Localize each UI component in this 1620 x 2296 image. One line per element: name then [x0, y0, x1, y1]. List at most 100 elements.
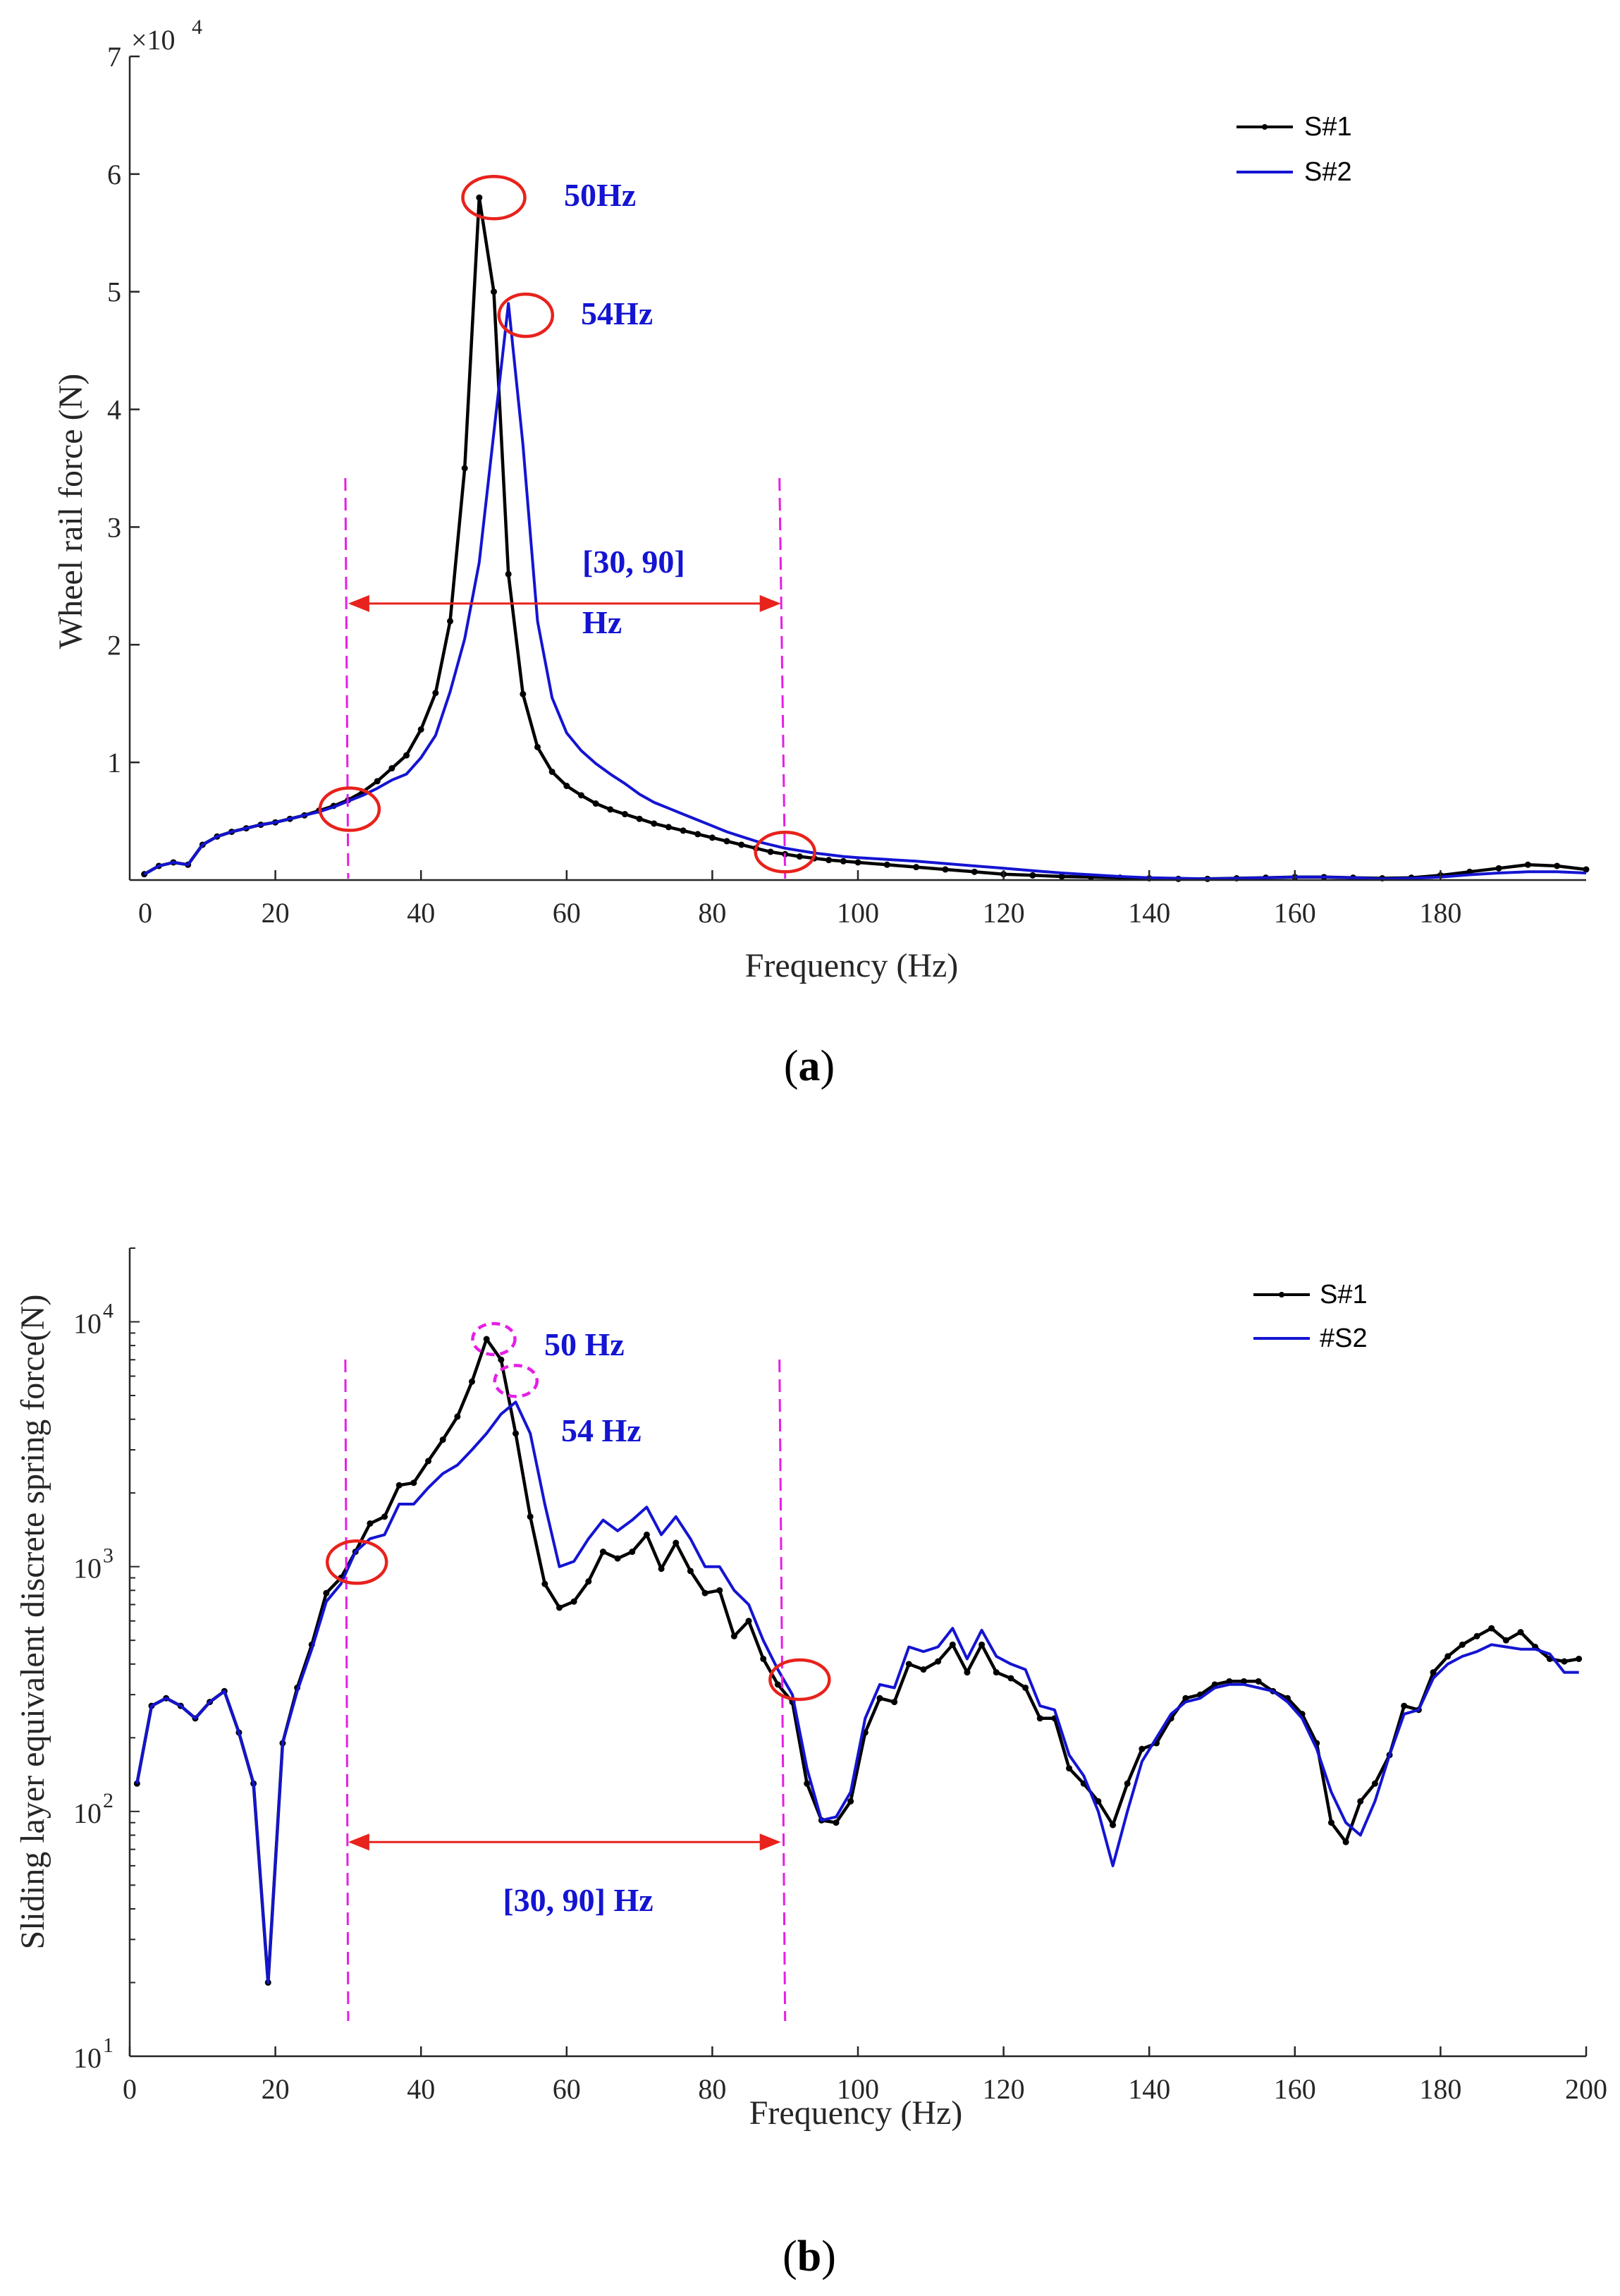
series-S#1-point [687, 1568, 694, 1575]
panel-b-peak2-label: 54 Hz [561, 1412, 642, 1448]
x-tick-label: 100 [837, 2073, 879, 2105]
series-S#1-point [491, 288, 497, 295]
series-S#1-point [745, 1618, 752, 1625]
y-tick-label: 10 [73, 1308, 102, 1340]
series-S#1-point [1139, 1745, 1146, 1752]
series-S#1-point [534, 743, 541, 750]
series-S#1-point [847, 1797, 854, 1805]
x-tick-label: 140 [1128, 2073, 1170, 2105]
series-S#1-point [1517, 1629, 1524, 1636]
series-S#1-point [643, 1531, 650, 1538]
band-start-ellipse [325, 1539, 388, 1585]
peak1-ellipse [471, 1321, 517, 1357]
series-S#1-point [694, 831, 701, 838]
peak1-ellipse [461, 174, 527, 221]
series-S#1-point [469, 1378, 476, 1385]
band-arrow-right-head [759, 1833, 781, 1851]
series-S#1-point [1502, 1637, 1509, 1644]
series-S#1-point [1327, 1819, 1334, 1826]
series-S#1-point [1066, 1765, 1073, 1772]
series-S#1-point [949, 1641, 956, 1648]
series-S#1-point [1576, 1655, 1583, 1662]
series-S#1-point [993, 1669, 1000, 1676]
x-tick-label: 0 [138, 897, 152, 929]
series-S#1-point [447, 618, 454, 625]
series-S#1-point [658, 1565, 665, 1573]
x-tick-label: 20 [262, 2073, 290, 2105]
peak2-ellipse [497, 292, 555, 338]
legend-s1-marker [1262, 124, 1268, 130]
x-tick-label: 0 [123, 2073, 137, 2105]
series-S#1-point [512, 1430, 519, 1437]
series-S#1-point [891, 1699, 898, 1706]
band-arrow-left-head [348, 1833, 369, 1851]
panel-a-peak2-label: 54Hz [581, 295, 653, 331]
y-tick-label: 2 [107, 629, 121, 661]
y-tick-label: 3 [107, 511, 121, 543]
series-S#1-point [636, 815, 643, 822]
series-S#1-point [388, 764, 395, 771]
series-S#1-point [1240, 1678, 1247, 1685]
panel-a-x-label: Frequency (Hz) [745, 947, 959, 984]
x-tick-label: 40 [407, 2073, 435, 2105]
series-S#1-point [826, 857, 833, 864]
series-S#1-point [854, 859, 861, 866]
y-tick-exponent: 1 [103, 2034, 113, 2057]
band-end-ellipse [768, 1658, 831, 1702]
series-S#1-point [527, 1513, 534, 1520]
band-arrow-right-head [759, 594, 781, 612]
series-S#1-point [673, 1539, 680, 1546]
series-S#1-point [1495, 865, 1502, 872]
series-S#1-point [1583, 866, 1590, 873]
y-tick-label: 4 [107, 394, 121, 426]
band-end-ellipse [754, 831, 816, 874]
legend-b-s1-marker [1279, 1292, 1284, 1297]
series-S#1-point [723, 838, 730, 845]
series-S#1-point [1182, 1694, 1189, 1702]
x-tick-label: 40 [407, 897, 435, 929]
panel-b-peak1-label: 50 Hz [544, 1326, 625, 1362]
band-arrow-left-head [348, 594, 369, 612]
series-S#1-point [730, 1632, 737, 1639]
series-S#1-line [135, 1337, 1580, 1984]
x-tick-label: 120 [983, 2073, 1025, 2105]
series-S#1-point [461, 465, 468, 472]
panel-b-caption: (b) [783, 2233, 836, 2280]
series-S#1-point [738, 841, 745, 848]
panel-b-x-label: Frequency (Hz) [749, 2094, 963, 2132]
y-tick-exponent: 2 [103, 1789, 113, 1812]
series-S#1-point [935, 1658, 942, 1665]
panel-a: 0 20 40 60 80 100 120 140 160 180 1 2 3 4 5 6 7 ×10 4 F… [52, 16, 1590, 1090]
legend-s1-label: S#1 [1304, 112, 1352, 142]
series-S#1-point [476, 194, 483, 201]
panel-b-caption-open: ( [783, 2233, 797, 2280]
series-S#1-point [454, 1413, 461, 1420]
series-S#1-point [323, 1589, 330, 1596]
y-tick-exponent: 4 [103, 1300, 113, 1323]
panel-a-band-label-line1: [30, 90] [582, 544, 685, 580]
panel-a-exponent-base: ×10 [131, 24, 176, 56]
series-S#1-point [599, 1549, 606, 1556]
series-S#1-point [483, 1336, 490, 1343]
series-S#1-point [971, 868, 978, 875]
series-S#1-point [1022, 1684, 1029, 1691]
series-S#1-point [381, 1513, 388, 1520]
y-tick-label: 1 [107, 747, 121, 778]
series-S#1-point [942, 866, 949, 873]
y-tick-exponent: 3 [103, 1544, 113, 1568]
series-S#1-point [883, 861, 890, 868]
series-S#1-point [1058, 873, 1065, 880]
series-S#1-point [651, 820, 658, 827]
x-tick-label: 160 [1274, 897, 1316, 929]
svg-text:(a): (a) [784, 1042, 835, 1090]
series-S#1-point [767, 848, 774, 855]
series-S#1-point [541, 1580, 548, 1587]
x-tick-label: 60 [553, 897, 581, 929]
series-S#1-point [1036, 1715, 1043, 1722]
series-S#1-point [1095, 1797, 1102, 1805]
panel-a-band-label-line2: Hz [582, 604, 622, 640]
svg-text:(b): (b) [783, 2233, 836, 2280]
series-S#1-point [425, 1458, 432, 1465]
series-S#1-point [556, 1604, 563, 1611]
y-tick-label: 5 [107, 276, 121, 308]
